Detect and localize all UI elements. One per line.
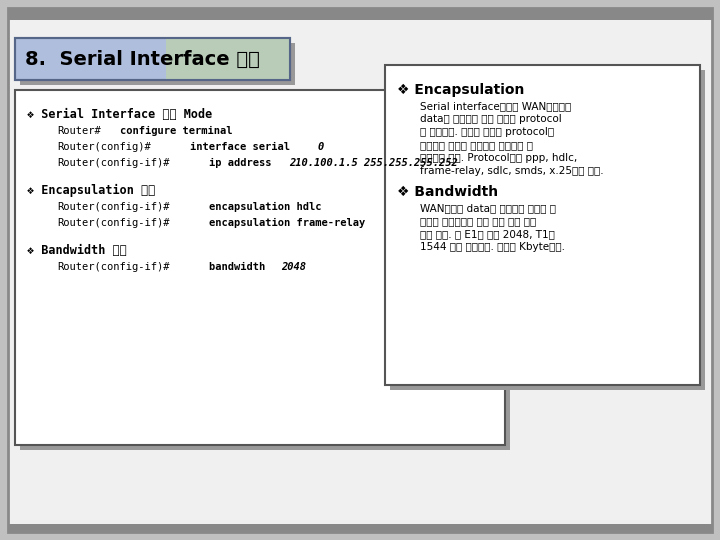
Text: configure terminal: configure terminal xyxy=(120,126,233,136)
Text: ❖ Serial Interface 설정 Mode: ❖ Serial Interface 설정 Mode xyxy=(27,108,212,121)
FancyBboxPatch shape xyxy=(390,70,705,390)
Text: frame-relay, sdlc, smds, x.25등이 있다.: frame-relay, sdlc, smds, x.25등이 있다. xyxy=(420,166,603,176)
Text: Router(config-if)#: Router(config-if)# xyxy=(57,158,169,168)
FancyBboxPatch shape xyxy=(8,8,712,20)
Text: Serial interface에서는 WAN구간으로: Serial interface에서는 WAN구간으로 xyxy=(420,101,571,111)
Text: ip address: ip address xyxy=(209,158,278,168)
Text: ❖ Bandwidth: ❖ Bandwidth xyxy=(397,185,498,199)
FancyBboxPatch shape xyxy=(15,90,505,445)
Text: Router(config)#: Router(config)# xyxy=(57,142,150,152)
Text: 1544 값을 입력한다. 단위는 Kbyte이다.: 1544 값을 입력한다. 단위는 Kbyte이다. xyxy=(420,242,565,252)
Text: 0: 0 xyxy=(318,142,324,152)
Text: 하면 된다. 즉 E1의 경우 2048, T1은: 하면 된다. 즉 E1의 경우 2048, T1은 xyxy=(420,229,555,239)
Text: encapsulation frame-relay: encapsulation frame-relay xyxy=(209,218,365,228)
Text: Router(config-if)#: Router(config-if)# xyxy=(57,262,169,272)
Text: 정하는 부분으로서 회선 속도 값을 입력: 정하는 부분으로서 회선 속도 값을 입력 xyxy=(420,216,536,226)
Text: 210.100.1.5 255.255.255.252: 210.100.1.5 255.255.255.252 xyxy=(289,158,458,168)
Text: ❖ Encapsulation: ❖ Encapsulation xyxy=(397,83,524,97)
Text: encapsulation hdlc: encapsulation hdlc xyxy=(209,202,322,212)
FancyBboxPatch shape xyxy=(15,38,290,80)
Text: Router#: Router# xyxy=(57,126,101,136)
Text: bandwidth: bandwidth xyxy=(209,262,271,272)
Text: Router(config-if)#: Router(config-if)# xyxy=(57,218,169,228)
FancyBboxPatch shape xyxy=(8,8,712,532)
Text: 8.  Serial Interface 설정: 8. Serial Interface 설정 xyxy=(25,50,260,69)
Text: data를 전송하기 위해 다양한 protocol: data를 전송하기 위해 다양한 protocol xyxy=(420,114,562,124)
FancyBboxPatch shape xyxy=(8,524,712,532)
FancyBboxPatch shape xyxy=(20,95,510,450)
Text: 2048: 2048 xyxy=(281,262,306,272)
Text: interface serial: interface serial xyxy=(190,142,296,152)
FancyBboxPatch shape xyxy=(385,65,700,385)
Text: 사용하여 전송할 것인가를 결정하여 설: 사용하여 전송할 것인가를 결정하여 설 xyxy=(420,140,533,150)
Text: ❖ Encapsulation 설정: ❖ Encapsulation 설정 xyxy=(27,184,156,197)
Text: WAN구간에 data를 전송하는 속도를 설: WAN구간에 data를 전송하는 속도를 설 xyxy=(420,203,556,213)
Text: 정하여야 한다. Protocol에는 ppp, hdlc,: 정하여야 한다. Protocol에는 ppp, hdlc, xyxy=(420,153,577,163)
Text: Router(config-if)#: Router(config-if)# xyxy=(57,202,169,212)
FancyBboxPatch shape xyxy=(166,38,290,80)
FancyBboxPatch shape xyxy=(20,43,295,85)
Text: ❖ Bandwidth 설정: ❖ Bandwidth 설정 xyxy=(27,244,127,257)
Text: 을 사용한다. 따라서 어때한 protocol을: 을 사용한다. 따라서 어때한 protocol을 xyxy=(420,127,554,137)
